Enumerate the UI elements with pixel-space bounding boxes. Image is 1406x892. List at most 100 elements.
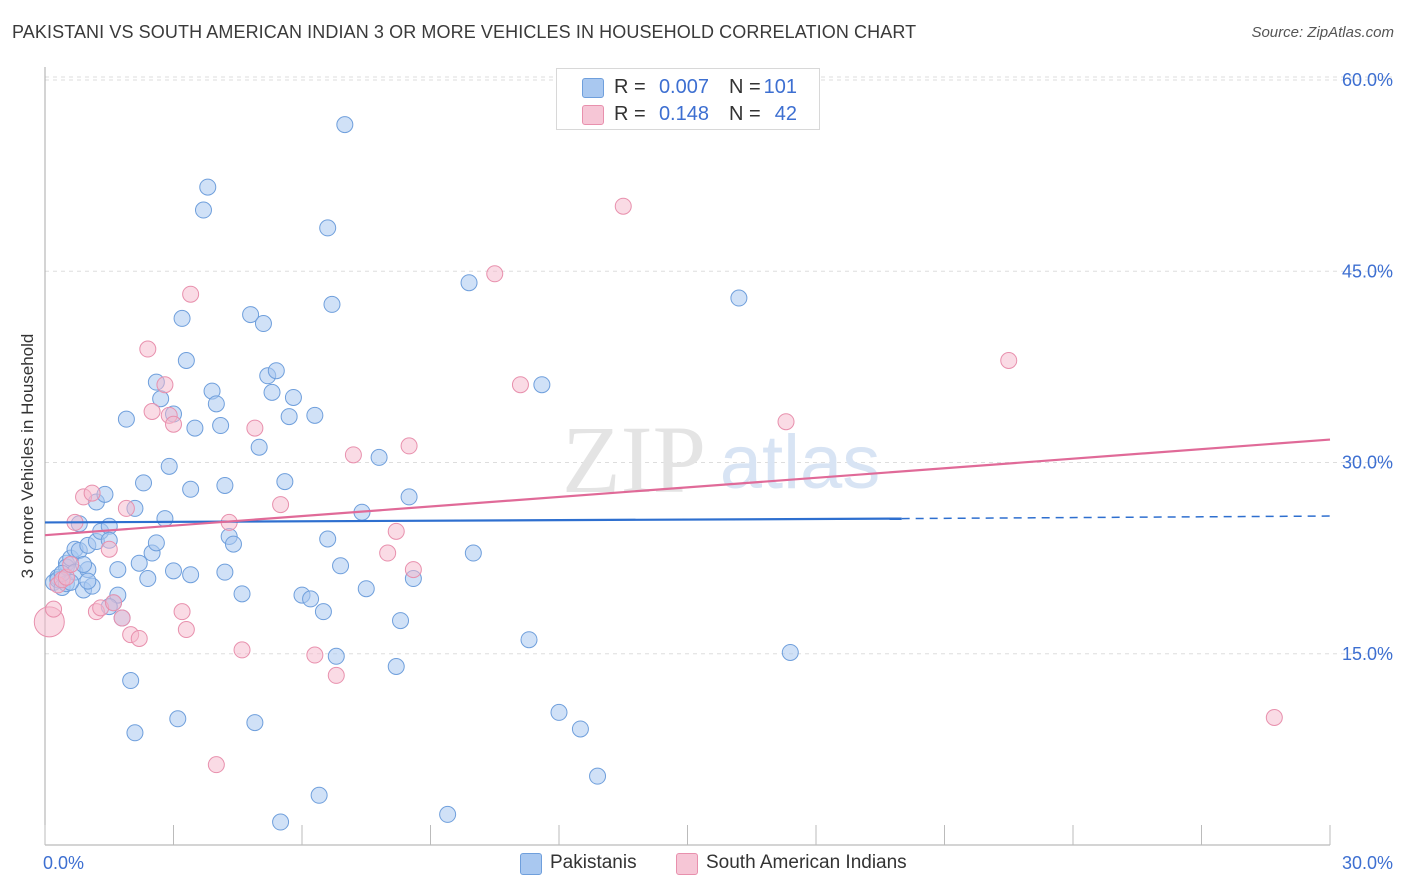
pakistanis-point	[332, 557, 350, 575]
n-value: 42	[774, 103, 797, 125]
source-credit: Source: ZipAtlas.com	[1251, 24, 1394, 41]
south-american-indians-point	[1000, 352, 1018, 369]
south-american-indians-point	[62, 556, 80, 573]
pakistanis-point	[387, 658, 405, 675]
south-american-indians-point	[306, 646, 324, 664]
pakistanis-point	[165, 562, 182, 580]
pakistanis-point	[533, 376, 551, 394]
pakistanis-point	[319, 219, 337, 237]
pakistanis-point	[310, 786, 328, 804]
pakistanis-point	[117, 410, 135, 428]
south-american-indians-point	[113, 609, 131, 627]
pakistanis-point	[194, 201, 212, 219]
south-american-indians-point	[344, 446, 362, 464]
y-tick-label: 15.0%	[1342, 644, 1393, 664]
pakistanis-point	[216, 563, 234, 581]
pakistanis-point	[302, 590, 320, 608]
pakistanis-point	[357, 580, 375, 598]
pakistanis-point	[370, 448, 388, 466]
pakistanis-point	[400, 488, 418, 506]
south-american-indians-point	[173, 603, 191, 621]
south-american-indians-point	[156, 376, 174, 394]
south-american-indians-point	[777, 413, 795, 431]
pakistanis-point	[135, 474, 153, 492]
r-value: 0.007	[658, 76, 709, 98]
pakistanis-point	[280, 408, 298, 426]
south-american-indians-point	[1265, 709, 1283, 726]
watermark-zip: ZIP	[562, 406, 706, 513]
pakistanis-point	[242, 306, 260, 324]
south-american-indians-point	[511, 376, 529, 394]
legend-label: South American Indians	[706, 852, 907, 873]
pakistanis-point	[169, 710, 187, 728]
pakistanis-point	[589, 767, 607, 785]
pakistanis-point	[460, 274, 478, 292]
trend-lines	[44, 438, 1331, 537]
pakistanis-point	[224, 535, 242, 553]
n-value: 101	[763, 76, 797, 98]
pakistanis-point	[250, 438, 268, 456]
pakistanis-point	[272, 813, 290, 831]
pakistanis-point	[730, 289, 748, 307]
pakistanis-point	[263, 383, 281, 401]
south-american-indians-point	[45, 600, 63, 618]
pakistanis-swatch	[582, 78, 604, 98]
legend-row-pakistanis: R = 0.007 N = 101	[557, 74, 819, 100]
pakistanis-point	[520, 631, 538, 649]
n-label: N =	[729, 76, 761, 98]
pakistanis-point	[216, 476, 234, 494]
south-american-indians-point	[117, 499, 135, 517]
n-label: N =	[729, 103, 761, 125]
tick-labels: 15.0% 30.0% 45.0% 60.0% 0.0% 30.0%	[43, 70, 1393, 873]
axes	[44, 67, 1331, 846]
pakistanis-trend-extension	[901, 515, 1331, 520]
south-american-indians-point	[165, 415, 182, 433]
pakistanis-trend-line	[44, 517, 902, 524]
pakistanis-point	[173, 309, 191, 327]
y-tick-label: 30.0%	[1342, 453, 1393, 473]
r-label: R =	[614, 103, 646, 125]
pakistanis-point	[109, 561, 127, 579]
pakistanis-point	[439, 805, 457, 823]
pakistanis-point	[156, 510, 174, 528]
pakistanis-point	[186, 419, 204, 437]
south-american-indians-point	[143, 403, 161, 420]
pakistanis-point	[267, 362, 285, 380]
south-american-indians-point	[486, 265, 504, 283]
south-american-indians-point	[404, 561, 422, 579]
pakistanis-point	[781, 643, 799, 661]
south-american-indians-point	[207, 756, 225, 774]
pakistanis-point	[207, 395, 225, 413]
south-american-indians-point	[387, 522, 405, 540]
pakistanis-point	[130, 554, 148, 572]
south-american-indians-point	[182, 285, 200, 303]
south-american-indians-point	[614, 197, 632, 215]
south-american-indians-point	[177, 621, 195, 639]
pakistanis-point	[233, 585, 251, 603]
pakistanis-point	[276, 473, 294, 491]
south-american-indians-point	[105, 594, 123, 612]
south-american-indians-point	[130, 629, 148, 647]
legend-row-south-american-indians: R = 0.148 N = 42	[557, 101, 819, 127]
pakistanis-point	[464, 544, 482, 562]
south-american-indians-swatch	[676, 853, 698, 875]
series-legend: Pakistanis South American Indians	[0, 852, 1406, 876]
south-american-indians-series	[33, 197, 1283, 774]
pakistanis-point	[79, 572, 97, 590]
south-american-indians-point	[400, 437, 418, 455]
south-american-indians-point	[246, 419, 264, 437]
pakistanis-point	[550, 703, 568, 721]
pakistanis-point	[126, 724, 144, 742]
watermark: ZIP atlas	[562, 406, 880, 513]
x-tick-label-min: 0.0%	[43, 853, 84, 873]
stats-legend: R = 0.007 N = 101 R = 0.148 N = 42	[556, 68, 820, 130]
pakistanis-point	[254, 315, 272, 333]
chart-title: PAKISTANI VS SOUTH AMERICAN INDIAN 3 OR …	[12, 22, 917, 42]
pakistanis-point	[177, 352, 195, 369]
pakistanis-point	[319, 530, 337, 548]
pakistanis-point	[122, 672, 140, 690]
pakistanis-swatch	[520, 853, 542, 875]
south-american-indians-trend-line	[44, 438, 1331, 537]
pakistanis-point	[392, 612, 410, 630]
